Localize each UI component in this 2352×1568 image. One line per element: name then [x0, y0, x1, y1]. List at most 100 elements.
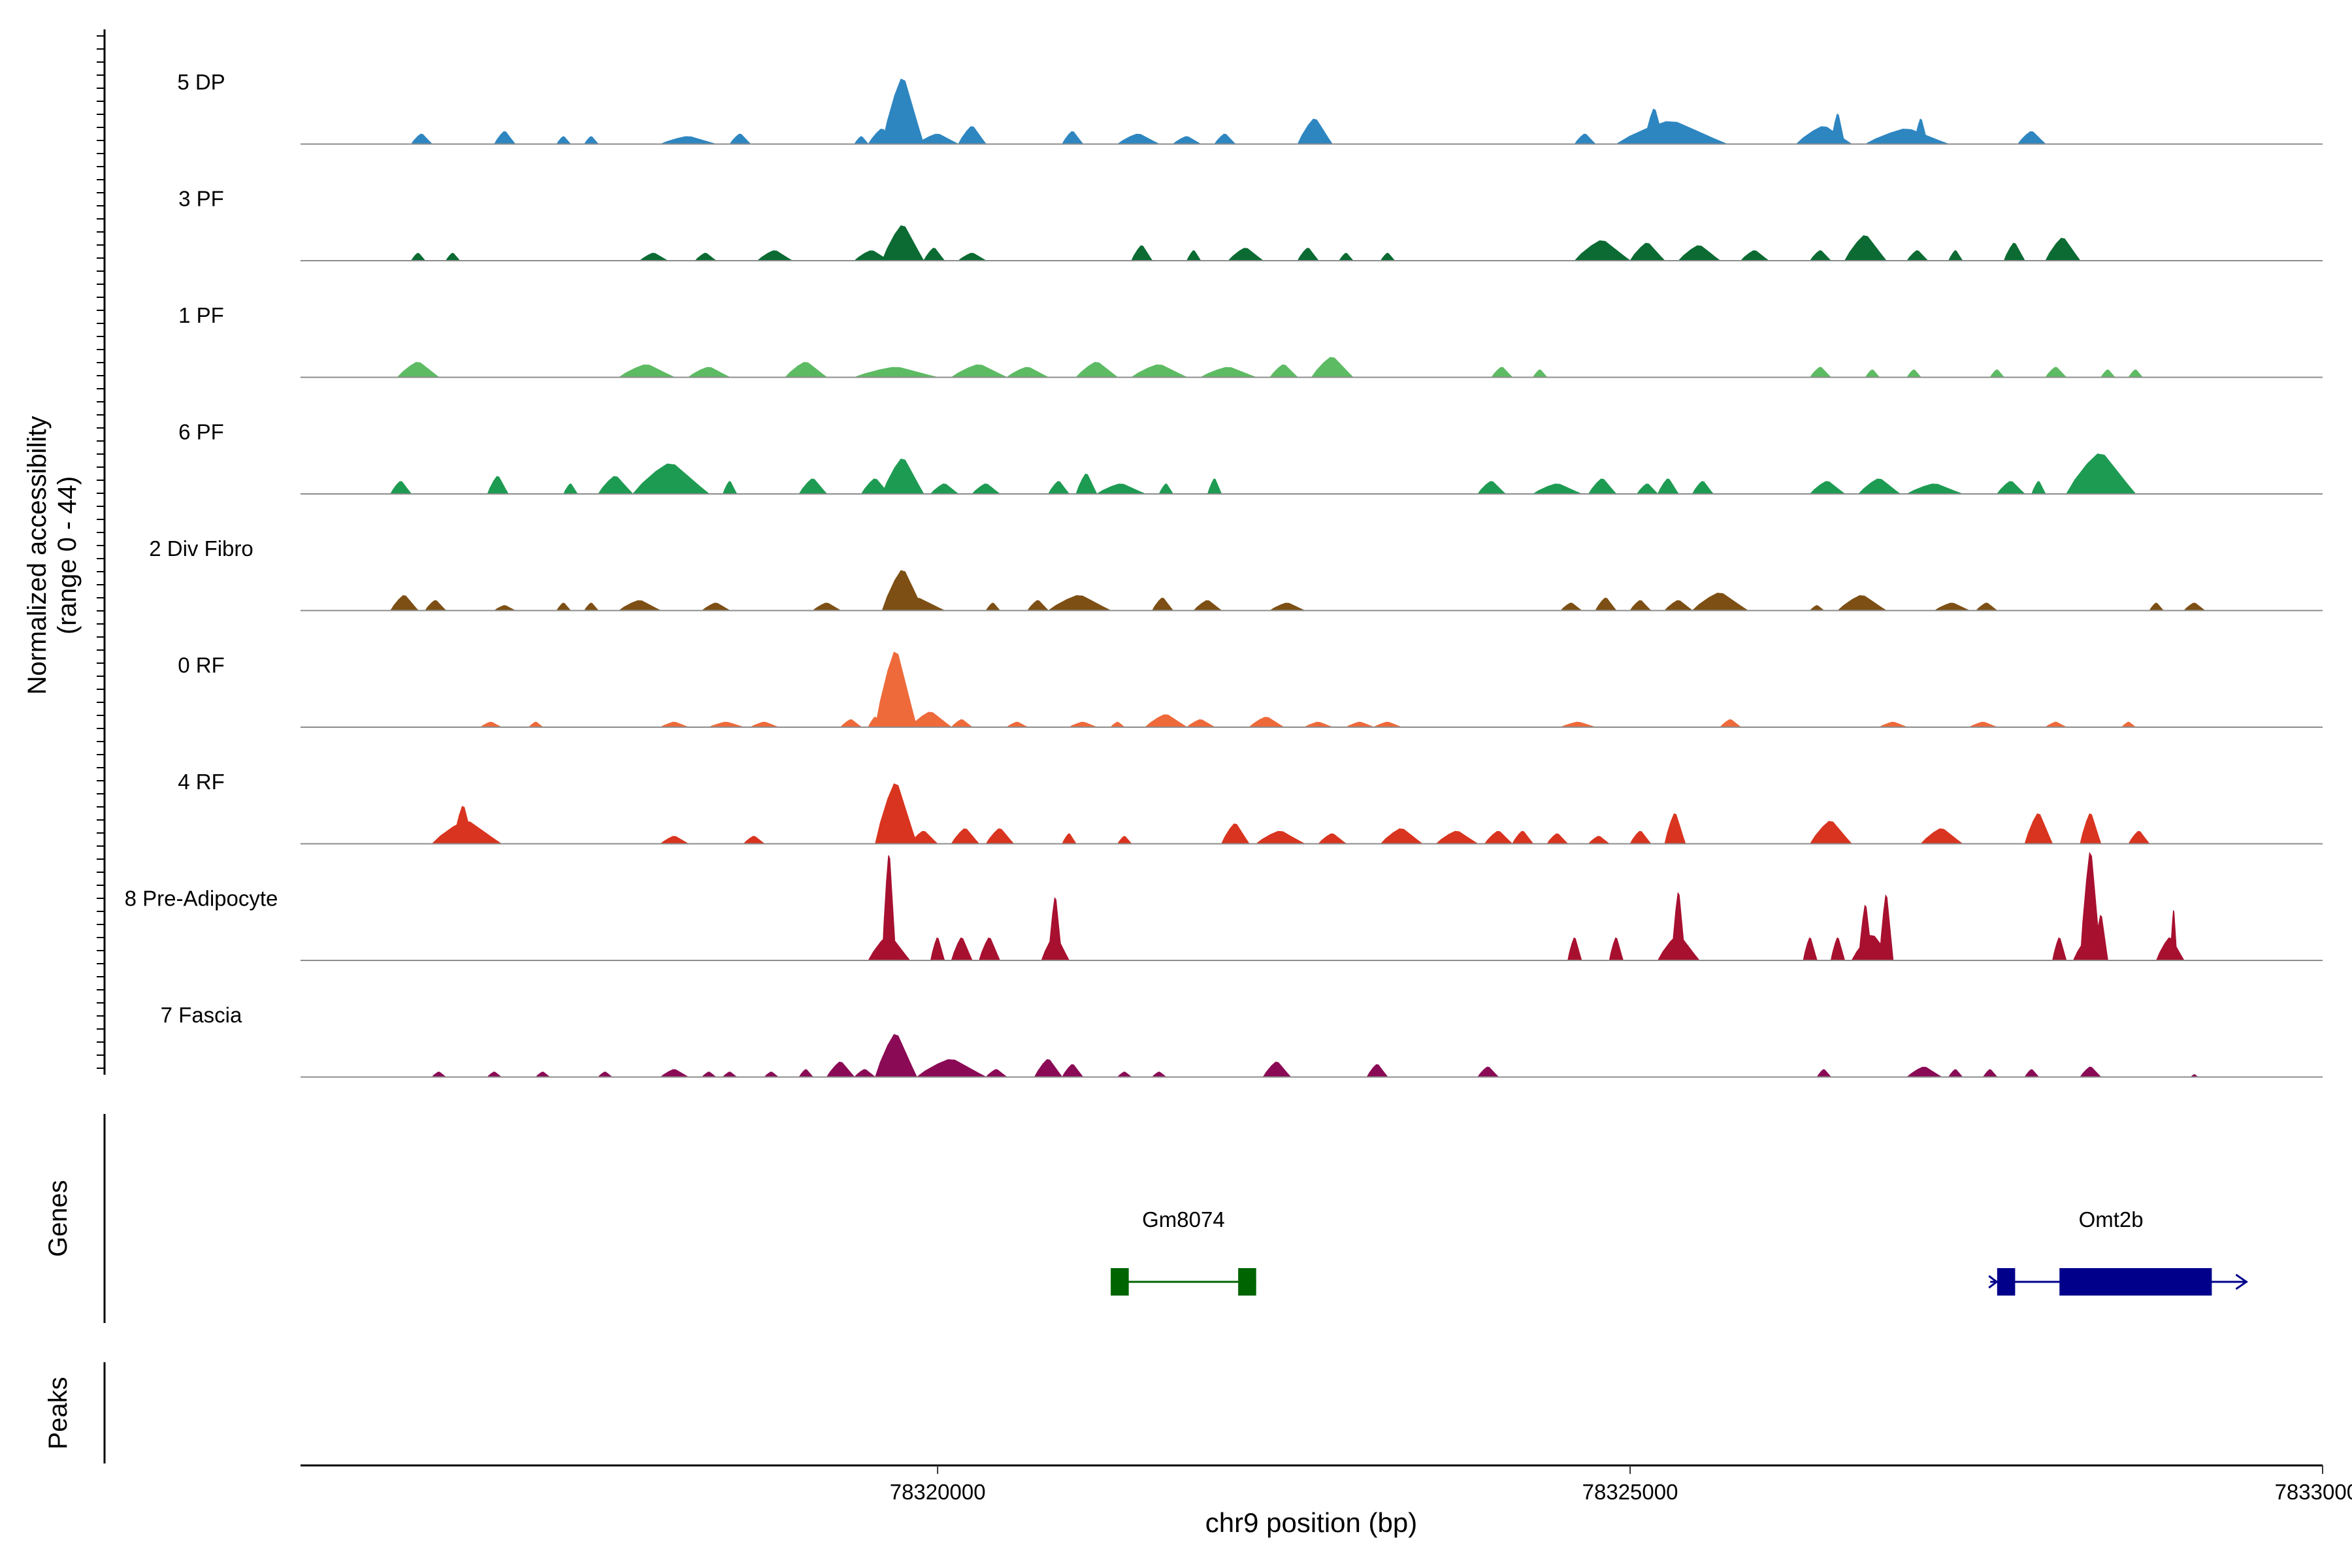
- coverage-peak: [2093, 915, 2108, 961]
- coverage-peak: [1109, 721, 1126, 728]
- coverage-peak: [618, 600, 661, 611]
- coverage-peak: [1262, 1061, 1292, 1077]
- coverage-peak: [881, 458, 924, 495]
- coverage-peak: [583, 602, 599, 611]
- coverage-peak: [1629, 830, 1652, 844]
- coverage-peak: [1809, 367, 1832, 378]
- y-axis-title: Normalized accessibility (range 0 - 44): [23, 416, 82, 695]
- coverage-peak: [617, 364, 675, 378]
- coverage-peak: [687, 367, 730, 378]
- coverage-peak: [1380, 252, 1396, 261]
- coverage-peak: [1200, 367, 1256, 378]
- coverage-peak: [1311, 357, 1354, 378]
- coverage-peak: [1026, 600, 1049, 611]
- gene-exon: [1238, 1268, 1256, 1296]
- track-label: 0 RF: [178, 653, 225, 678]
- coverage-peak: [1906, 250, 1929, 261]
- coverage-peak: [1913, 118, 1929, 144]
- coverage-peak: [1588, 836, 1610, 844]
- track-label: 4 RF: [178, 770, 225, 794]
- coverage-peak: [1248, 717, 1285, 728]
- coverage-peak: [854, 367, 938, 378]
- coverage-peak: [397, 361, 440, 378]
- coverage-peak: [840, 719, 862, 728]
- coverage-peak: [424, 600, 447, 611]
- coverage-peak: [1144, 714, 1188, 728]
- coverage-peak: [1906, 483, 1963, 495]
- coverage-peak: [709, 721, 744, 728]
- coverage-peak: [909, 830, 939, 844]
- coverage-peak: [2051, 937, 2067, 961]
- coverage-peak: [798, 478, 828, 495]
- coverage-peak: [722, 1071, 738, 1077]
- track-label: 7 Fascia: [161, 1003, 242, 1027]
- coverage-peak: [1588, 478, 1618, 495]
- coverage-peak: [1005, 367, 1049, 378]
- coverage-peak: [1906, 1066, 1943, 1077]
- strand-arrow: [2235, 1273, 2249, 1290]
- coverage-peak: [1657, 478, 1680, 495]
- x-tick-label: 78330000: [2275, 1480, 2352, 1504]
- coverage-peak: [410, 133, 433, 144]
- coverage-peak: [1663, 600, 1694, 611]
- track-5-dp: 5 DP: [177, 70, 2323, 145]
- coverage-peak: [1948, 1069, 1963, 1077]
- coverage-peak: [2065, 473, 2137, 495]
- coverage-peak: [597, 476, 634, 495]
- coverage-peak: [2024, 1069, 2040, 1077]
- coverage-peak: [1096, 483, 1146, 495]
- coverage-peak: [826, 1061, 856, 1077]
- coverage-peak: [757, 250, 794, 261]
- x-axis-ticks: 78320000 78325000 78330000: [890, 1465, 2352, 1504]
- track-label: 8 Pre-Adipocyte: [125, 887, 278, 911]
- coverage-peak: [452, 806, 474, 844]
- coverage-peak: [1643, 108, 1665, 144]
- track-3-pf: 3 PF: [178, 187, 2323, 261]
- coverage-peak: [1809, 481, 1846, 495]
- coverage-peak: [875, 651, 917, 728]
- coverage-peak: [1691, 481, 1714, 495]
- gene-exon: [2059, 1268, 2212, 1296]
- coverage-peak: [1574, 240, 1631, 261]
- coverage-peak: [431, 1071, 448, 1077]
- gene-omt2b: Omt2b: [1988, 1207, 2249, 1296]
- coverage-peak: [1435, 830, 1479, 844]
- coverage-peak: [881, 78, 924, 144]
- coverage-peak: [1857, 478, 1901, 495]
- coverage-peak: [1075, 361, 1119, 378]
- coverage-peak: [1567, 937, 1582, 961]
- coverage-peak: [1062, 833, 1077, 844]
- coverage-peak: [1865, 369, 1880, 378]
- coverage-peak: [1969, 721, 1997, 728]
- coverage-peak: [1220, 823, 1250, 844]
- coverage-peak: [951, 719, 973, 728]
- coverage-peak: [722, 481, 738, 495]
- coverage-peak: [1477, 1066, 1499, 1077]
- coverage-peak: [1048, 897, 1063, 961]
- coverage-peak: [1982, 1069, 1998, 1077]
- coverage-peak: [1338, 252, 1354, 261]
- coverage-peak: [729, 133, 752, 144]
- coverage-peak: [1858, 904, 1873, 961]
- coverage-peak: [1297, 248, 1320, 261]
- coverage-peak: [1228, 248, 1264, 261]
- coverage-peak: [743, 836, 766, 844]
- coverage-peak: [1158, 483, 1174, 495]
- coverage-peak: [985, 1069, 1008, 1077]
- gene-exon: [1111, 1268, 1129, 1296]
- gene-annotations: Gm8074 Omt2b: [1111, 1207, 2249, 1296]
- coverage-peak: [1803, 937, 1818, 961]
- coverage-peak: [1996, 481, 2026, 495]
- coverage-peak: [1865, 128, 1949, 144]
- coverage-peak: [2080, 1066, 2102, 1077]
- coverage-peak: [798, 1069, 814, 1077]
- coverage-peak: [1151, 1071, 1168, 1077]
- coverage-peak: [2024, 813, 2053, 844]
- track-label: 6 PF: [178, 420, 224, 444]
- coverage-peak: [659, 1069, 690, 1077]
- coverage-peak: [1671, 892, 1686, 961]
- track-2-div-fibro: 2 Div Fibro: [149, 536, 2323, 612]
- coverage-peak: [701, 602, 732, 611]
- coverage-peak: [583, 136, 599, 144]
- coverage-peak: [1346, 721, 1375, 728]
